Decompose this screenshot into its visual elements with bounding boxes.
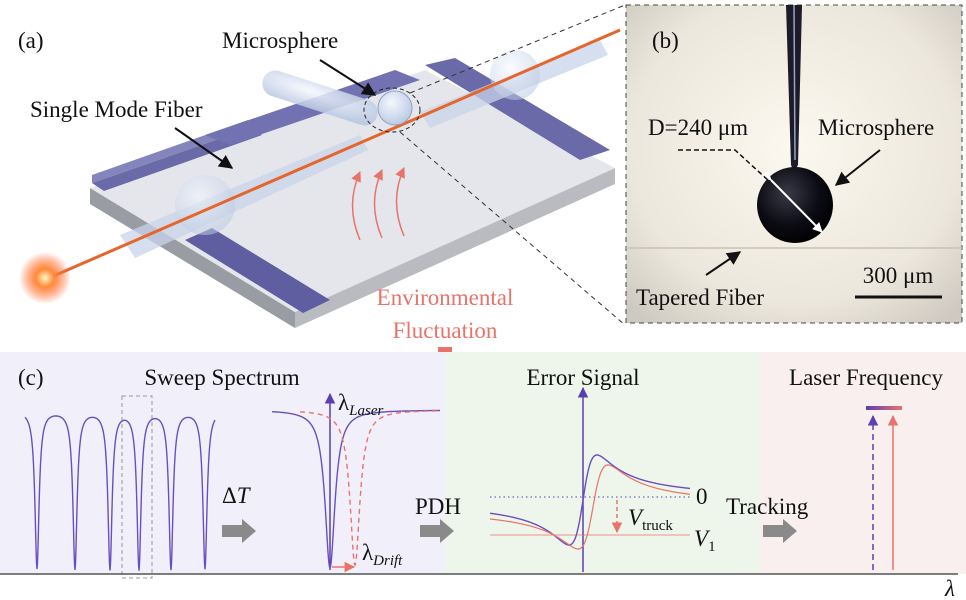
page: (a) Microsphere Single Mode Fiber Enviro… bbox=[0, 0, 966, 600]
figure: (a) Microsphere Single Mode Fiber Enviro… bbox=[0, 0, 966, 600]
diameter-label: D=240 μm bbox=[648, 115, 748, 140]
fiber-label: Single Mode Fiber bbox=[30, 97, 203, 122]
frequency-bar bbox=[866, 406, 902, 410]
panel-label: (b) bbox=[652, 28, 679, 53]
glue-drop bbox=[175, 175, 235, 235]
fluctuation-label: Fluctuation bbox=[393, 318, 498, 343]
delta-t: ΔT bbox=[222, 483, 252, 508]
scale-label: 300 μm bbox=[863, 263, 934, 288]
tapered-fiber-label: Tapered Fiber bbox=[636, 285, 764, 310]
pdh-label: PDH bbox=[415, 494, 461, 519]
rect bbox=[222, 525, 242, 537]
axis-label: λ bbox=[944, 576, 955, 600]
panel-a: (a) Microsphere Single Mode Fiber Enviro… bbox=[18, 5, 625, 380]
subscript: 1 bbox=[708, 539, 716, 555]
microsphere-label: Microsphere bbox=[222, 28, 338, 53]
variable: T bbox=[237, 483, 252, 508]
sweep-title: Sweep Spectrum bbox=[144, 365, 299, 390]
microsphere-label: Microsphere bbox=[818, 115, 934, 140]
zero-label: 0 bbox=[696, 484, 708, 509]
error-title: Error Signal bbox=[526, 365, 639, 390]
fiber-core bbox=[794, 5, 795, 160]
fluctuation-label: Environmental bbox=[377, 285, 514, 310]
rect bbox=[420, 525, 440, 537]
sphere bbox=[378, 91, 412, 125]
subscript: Laser bbox=[348, 403, 383, 419]
subscript: truck bbox=[642, 518, 673, 534]
panel-b: (b) D=240 μm Microsphere Tapered Fiber 3… bbox=[626, 5, 962, 323]
tracking-label: Tracking bbox=[726, 494, 809, 519]
panel-label: (c) bbox=[18, 365, 44, 390]
laser-source bbox=[19, 252, 71, 304]
panel-label: (a) bbox=[18, 28, 44, 53]
rect bbox=[763, 525, 783, 537]
frequency-title: Laser Frequency bbox=[789, 365, 943, 390]
panel-c: (c) Sweep Spectrum λLaser ΔT λDrift PDH … bbox=[0, 352, 966, 600]
symbol: Δ bbox=[222, 483, 237, 508]
subscript: Drift bbox=[372, 553, 403, 569]
